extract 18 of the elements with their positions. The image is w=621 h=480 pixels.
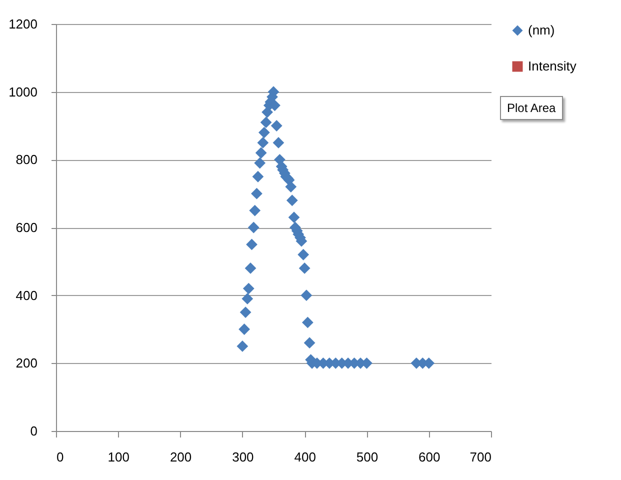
x-tick-label: 200 <box>170 450 192 464</box>
note-box: Plot Area <box>500 96 563 120</box>
x-tick-label: 500 <box>356 450 378 464</box>
legend-label: Intensity <box>528 58 577 74</box>
x-tick-label: 700 <box>470 450 492 464</box>
x-tick-label: 0 <box>56 450 64 464</box>
x-tick-label: 600 <box>418 450 440 464</box>
y-tick-label: 400 <box>16 288 38 303</box>
y-tick-label: 200 <box>16 356 38 371</box>
x-tick-label: 400 <box>294 450 316 464</box>
y-tick-label: 0 <box>30 424 38 438</box>
y-tick-label: 600 <box>16 220 38 235</box>
x-tick-label: 100 <box>108 450 130 464</box>
legend-label: (nm) <box>528 22 555 38</box>
y-tick-label: 800 <box>16 152 38 168</box>
x-tick-label: 300 <box>232 450 254 464</box>
y-tick-label: 1000 <box>8 84 38 100</box>
y-tick-label: 1200 <box>8 16 38 32</box>
